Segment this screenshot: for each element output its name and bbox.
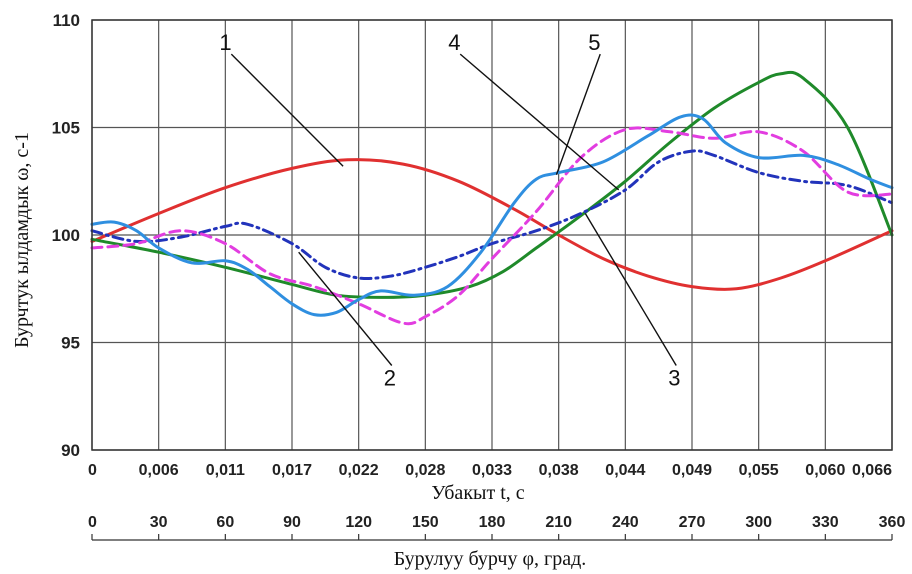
x-tick-label-time: 0,006 [139, 462, 179, 479]
x-tick-label-time: 0,044 [605, 462, 645, 479]
y-axis-title: Бурчтук ылдамдык ω, с-1 [11, 132, 33, 348]
y-tick-label: 110 [53, 11, 80, 30]
x-tick-label-angle: 210 [545, 514, 572, 531]
x-tick-label-angle: 180 [479, 514, 506, 531]
y-tick-label: 95 [61, 334, 80, 353]
x-tick-label-time: 0,017 [272, 462, 312, 479]
callout-label: 2 [384, 366, 396, 391]
callout-leader-line [459, 53, 620, 191]
x-tick-label-time: 0,038 [539, 462, 579, 479]
plot-frame [91, 19, 893, 451]
series-line-4 [90, 126, 894, 326]
x-tick-label-angle: 360 [879, 514, 906, 531]
callout-leader-line [584, 213, 677, 366]
y-tick-labels: 90 95 100 105 110 [52, 11, 80, 460]
callout-label: 3 [668, 366, 680, 391]
series-line-2 [90, 149, 894, 281]
callout-label: 4 [448, 30, 460, 55]
x-tick-label-time: 0,022 [339, 462, 379, 479]
callout-leader-line [230, 53, 344, 167]
x-tick-labels-angle: 0 30 60 90 120 150 180 210 240 270 300 330 360 [88, 514, 905, 531]
series-line-1 [90, 158, 894, 291]
x-tick-label-time: 0,033 [472, 462, 512, 479]
callout-group: 1 2 3 4 5 [219, 30, 680, 390]
callout-label: 1 [219, 30, 231, 55]
x-tick-labels-time: 0 0,006 0,011 0,017 0,022 0,028 0,033 0,038 0,04… [88, 462, 892, 479]
series-group [90, 70, 894, 326]
x-tick-label-angle: 30 [150, 514, 168, 531]
callout-label: 5 [588, 30, 600, 55]
x-tick-label-angle: 330 [812, 514, 839, 531]
x-tick-label-time: 0,060 [805, 462, 845, 479]
y-tick-label: 100 [52, 226, 80, 245]
x-tick-label-time: 0,049 [672, 462, 712, 479]
y-tick-label: 105 [52, 119, 80, 138]
x-tick-label-time: 0,011 [206, 462, 245, 479]
y-tick-label: 90 [61, 441, 80, 460]
x-tick-label-time: 0,055 [739, 462, 779, 479]
secondary-x-axis-ticks [91, 534, 893, 540]
x-tick-label-time: 0,066 [852, 462, 892, 479]
series-line-3 [90, 70, 894, 299]
x-tick-label-angle: 60 [216, 514, 234, 531]
x-tick-label-angle: 150 [412, 514, 439, 531]
x-tick-label-angle: 240 [612, 514, 639, 531]
callout-leader-line [555, 53, 601, 176]
x-tick-label-time: 0,028 [405, 462, 445, 479]
x-tick-label-time: 0 [88, 462, 97, 479]
x-tick-label-angle: 0 [88, 514, 97, 531]
x-tick-label-angle: 120 [345, 514, 372, 531]
x-tick-label-angle: 270 [679, 514, 706, 531]
x-axis-title: Убакыт t, с [431, 482, 524, 504]
x2-axis-title: Бурулуу бурчу φ, град. [394, 548, 587, 570]
x-tick-label-angle: 300 [745, 514, 772, 531]
x-tick-label-angle: 90 [283, 514, 301, 531]
series-line-5 [90, 113, 894, 317]
callout-leader-line [298, 251, 393, 366]
